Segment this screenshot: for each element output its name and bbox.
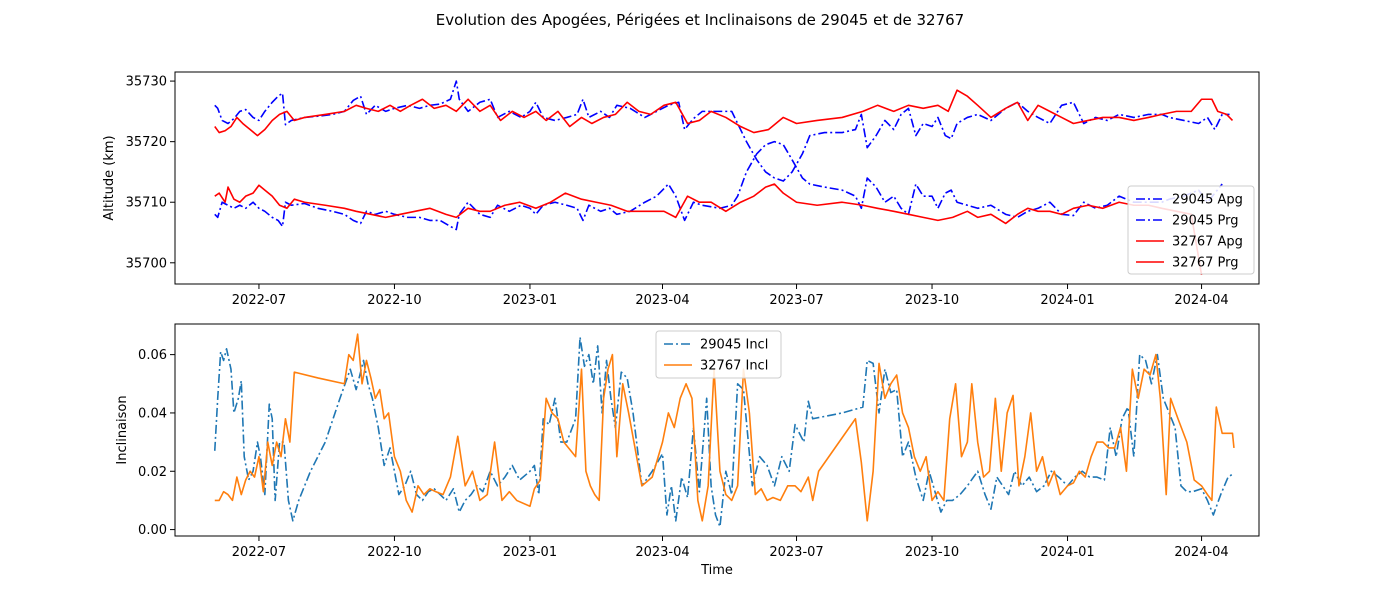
y-tick-label: 0.04 bbox=[138, 406, 167, 421]
y-axis-label: Altitude (km) bbox=[102, 135, 117, 220]
y-tick-label: 35710 bbox=[126, 196, 167, 211]
x-tick-label: 2023-01 bbox=[503, 293, 557, 308]
x-tick-label: 2024-01 bbox=[1040, 293, 1094, 308]
x-tick-label: 2022-07 bbox=[232, 545, 286, 560]
y-tick-label: 35700 bbox=[126, 256, 167, 271]
y-tick-label: 0.06 bbox=[138, 348, 167, 363]
x-tick-label: 2023-10 bbox=[905, 293, 959, 308]
y-tick-label: 0.02 bbox=[138, 465, 167, 480]
legend: 29045 Apg 29045 Prg 32767 Apg 32767 Prg bbox=[1127, 185, 1255, 275]
axes-frame bbox=[174, 71, 1260, 285]
legend: 29045 Incl 32767 Incl bbox=[655, 330, 782, 379]
legend-entry-label: 32767 Incl bbox=[700, 359, 768, 374]
y-tick-label: 0.00 bbox=[138, 523, 167, 538]
legend-box bbox=[1127, 185, 1255, 275]
x-tick-label: 2023-04 bbox=[635, 293, 689, 308]
axes-frame bbox=[174, 323, 1260, 537]
series-line-32767-apg bbox=[214, 89, 1234, 137]
legend-entry-label: 29045 Incl bbox=[700, 338, 768, 353]
figure-title: Evolution des Apogées, Périgées et Incli… bbox=[436, 11, 964, 29]
x-tick-label: 2023-07 bbox=[769, 545, 823, 560]
series-line-32767-prg bbox=[214, 183, 1203, 276]
legend-entry-label: 32767 Prg bbox=[1172, 256, 1238, 271]
series-group bbox=[213, 333, 1235, 528]
x-tick-label: 2024-04 bbox=[1174, 293, 1228, 308]
altitude-panel: 2022-07 2022-10 2023-01 2023-04 2023-07 2023-… bbox=[102, 71, 1260, 308]
x-tick-label: 2022-10 bbox=[367, 293, 421, 308]
y-tick-label: 35730 bbox=[126, 75, 167, 90]
x-tick-label: 2024-04 bbox=[1174, 545, 1228, 560]
x-tick-label: 2022-07 bbox=[232, 293, 286, 308]
x-tick-label: 2023-07 bbox=[769, 293, 823, 308]
x-tick-label: 2022-10 bbox=[367, 545, 421, 560]
series-group bbox=[214, 80, 1234, 276]
y-axis-label: Inclinaison bbox=[115, 395, 130, 464]
x-tick-label: 2023-10 bbox=[905, 545, 959, 560]
legend-box bbox=[655, 330, 782, 379]
series-line-32767-incl bbox=[214, 333, 1235, 522]
series-line-29045-incl bbox=[213, 336, 1233, 528]
legend-entry-label: 29045 Prg bbox=[1172, 214, 1238, 229]
y-tick-label: 35720 bbox=[126, 135, 167, 150]
x-tick-label: 2024-01 bbox=[1040, 545, 1094, 560]
x-tick-label: 2023-04 bbox=[635, 545, 689, 560]
legend-entry-label: 32767 Apg bbox=[1172, 235, 1243, 250]
x-axis-label: Time bbox=[700, 563, 733, 578]
legend-entry-label: 29045 Apg bbox=[1172, 193, 1243, 208]
inclination-panel: 2022-07 2022-10 2023-01 2023-04 2023-07 2023-… bbox=[115, 323, 1260, 578]
x-tick-label: 2023-01 bbox=[503, 545, 557, 560]
